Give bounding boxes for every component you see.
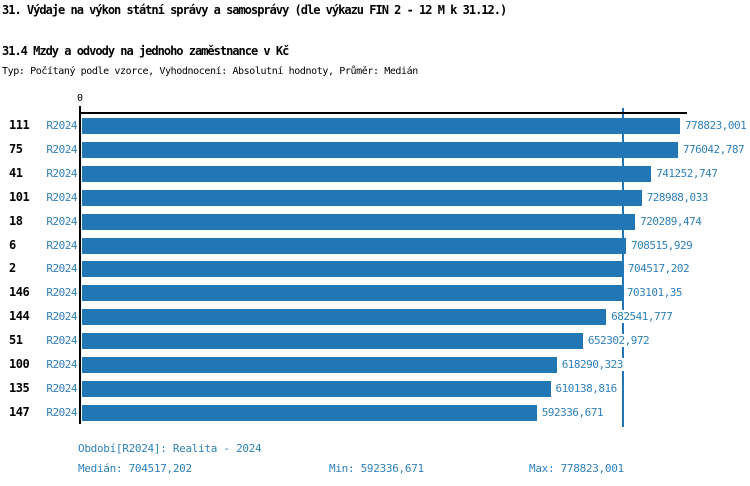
bar-value-label: 778823,001 bbox=[684, 119, 748, 132]
footer-median-stat: Medián: 704517,202 bbox=[78, 462, 192, 475]
bar-value-label: 682541,777 bbox=[610, 310, 674, 324]
chart-row: 100 R2024 618290,323 bbox=[0, 353, 750, 377]
row-id-label: 111 bbox=[9, 118, 30, 132]
chart-row: 111 R2024 778823,001 bbox=[0, 114, 750, 138]
x-axis-line bbox=[80, 112, 687, 114]
chart-row: 101 R2024 728988,033 bbox=[0, 186, 750, 210]
chart-row: 144 R2024 682541,777 bbox=[0, 305, 750, 329]
row-id-label: 6 bbox=[9, 237, 16, 252]
row-period-label: R2024 bbox=[46, 238, 77, 252]
bar-value-label: 610138,816 bbox=[554, 381, 618, 395]
row-id-label: 18 bbox=[9, 213, 23, 228]
bar bbox=[82, 261, 623, 278]
footer-min-stat: Min: 592336,671 bbox=[329, 462, 424, 475]
bar bbox=[82, 189, 642, 206]
row-period-label: R2024 bbox=[46, 310, 77, 324]
chart-row: 75 R2024 776042,787 bbox=[0, 138, 750, 162]
chart-row: 135 R2024 610138,816 bbox=[0, 377, 750, 401]
row-period-label: R2024 bbox=[46, 262, 77, 276]
row-period-label: R2024 bbox=[46, 286, 77, 300]
row-id-label: 75 bbox=[9, 141, 23, 156]
row-period-label: R2024 bbox=[46, 190, 77, 204]
row-period-label: R2024 bbox=[46, 166, 77, 180]
report-meta-line: Typ: Počítaný podle vzorce, Vyhodnocení:… bbox=[2, 66, 418, 77]
chart-row: 51 R2024 652302,972 bbox=[0, 329, 750, 353]
row-id-label: 51 bbox=[9, 333, 23, 348]
bar bbox=[82, 357, 557, 373]
chart-rows: 111 R2024 778823,001 75 R2024 776042,787… bbox=[0, 114, 750, 425]
bar-value-label: 776042,787 bbox=[681, 142, 746, 156]
row-period-label: R2024 bbox=[46, 334, 77, 348]
row-id-label: 41 bbox=[9, 165, 23, 180]
chart-row: 18 R2024 720289,474 bbox=[0, 210, 750, 234]
bar-value-label: 592336,671 bbox=[540, 405, 605, 419]
row-period-label: R2024 bbox=[46, 214, 77, 228]
bar-value-label: 652302,972 bbox=[586, 334, 651, 348]
bar bbox=[82, 237, 626, 254]
row-period-label: R2024 bbox=[46, 405, 77, 419]
row-id-label: 147 bbox=[9, 404, 30, 419]
chart-row: 6 R2024 708515,929 bbox=[0, 234, 750, 258]
chart-row: 146 R2024 703101,35 bbox=[0, 281, 750, 305]
axis-zero-tick-label: 0 bbox=[76, 93, 84, 104]
report-subtitle: 31.4 Mzdy a odvody na jednoho zaměstnanc… bbox=[2, 44, 289, 58]
bar bbox=[82, 118, 680, 134]
bar bbox=[82, 380, 551, 397]
bar bbox=[82, 404, 537, 421]
row-period-label: R2024 bbox=[46, 381, 77, 395]
bar bbox=[82, 285, 622, 302]
bar bbox=[82, 333, 583, 350]
row-period-label: R2024 bbox=[46, 142, 77, 156]
bar-value-label: 704517,202 bbox=[626, 262, 691, 276]
row-id-label: 144 bbox=[9, 309, 30, 324]
report-title: 31. Výdaje na výkon státní správy a samo… bbox=[2, 3, 507, 17]
bar-value-label: 703101,35 bbox=[625, 286, 683, 300]
chart-row: 2 R2024 704517,202 bbox=[0, 257, 750, 281]
row-id-label: 100 bbox=[9, 357, 30, 371]
bar-value-label: 720289,474 bbox=[639, 214, 703, 228]
bar-value-label: 618290,323 bbox=[560, 358, 624, 371]
row-id-label: 146 bbox=[9, 285, 30, 300]
row-id-label: 101 bbox=[9, 189, 30, 204]
chart-row: 41 R2024 741252,747 bbox=[0, 162, 750, 186]
row-id-label: 135 bbox=[9, 380, 30, 395]
row-id-label: 2 bbox=[9, 261, 16, 276]
row-period-label: R2024 bbox=[46, 119, 77, 132]
bar bbox=[82, 213, 636, 230]
bar-value-label: 741252,747 bbox=[655, 166, 719, 180]
footer-period-label: Období[R2024]: Realita - 2024 bbox=[78, 442, 262, 455]
bar bbox=[82, 141, 678, 158]
row-period-label: R2024 bbox=[46, 358, 77, 371]
median-line bbox=[621, 108, 624, 427]
bar bbox=[82, 309, 607, 326]
chart-row: 147 R2024 592336,671 bbox=[0, 401, 750, 425]
footer-max-stat: Max: 778823,001 bbox=[529, 462, 624, 475]
y-axis-line bbox=[79, 106, 81, 424]
bar-value-label: 728988,033 bbox=[645, 190, 709, 204]
bar-value-label: 708515,929 bbox=[630, 238, 694, 252]
bar bbox=[82, 165, 652, 182]
